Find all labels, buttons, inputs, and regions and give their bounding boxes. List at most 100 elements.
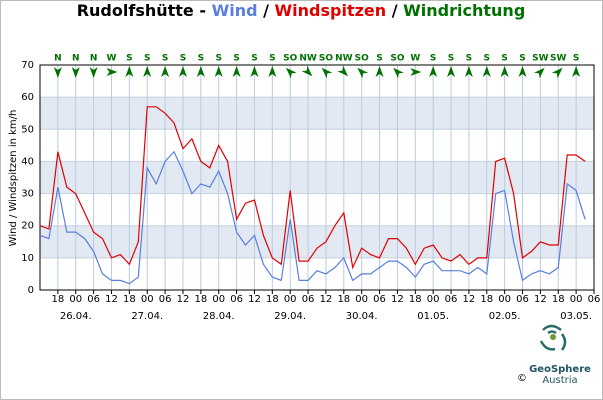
direction-arrow: [464, 66, 473, 77]
direction-label: S: [448, 54, 454, 64]
direction-label: S: [501, 54, 507, 64]
direction-label: W: [410, 54, 420, 64]
x-tick-label: 06: [445, 294, 458, 305]
direction-arrow: [268, 66, 277, 77]
direction-arrow: [375, 66, 384, 77]
x-tick-label: 00: [570, 294, 583, 305]
x-tick-label: 06: [230, 294, 243, 305]
direction-label: S: [466, 54, 472, 64]
x-tick-label: 18: [123, 294, 136, 305]
direction-label: S: [269, 54, 275, 64]
band: [40, 161, 594, 194]
direction-label: S: [144, 54, 150, 64]
x-tick-label: 12: [177, 294, 190, 305]
direction-arrow: [196, 66, 205, 77]
band: [40, 97, 594, 130]
direction-arrow: [214, 66, 223, 77]
title-part: Windrichtung: [403, 1, 525, 20]
direction-label: S: [162, 54, 168, 64]
direction-arrow: [71, 67, 80, 78]
x-tick-label: 18: [480, 294, 493, 305]
direction-arrow: [429, 66, 438, 77]
x-tick-label: 00: [141, 294, 154, 305]
direction-arrow: [143, 66, 152, 77]
direction-label: NW: [335, 54, 353, 64]
direction-label: SW: [532, 54, 548, 64]
x-tick-label: 12: [105, 294, 118, 305]
direction-arrow: [232, 66, 241, 77]
direction-label: S: [484, 54, 490, 64]
direction-label: S: [198, 54, 204, 64]
direction-arrow: [572, 66, 581, 77]
direction-label: S: [519, 54, 525, 64]
direction-label: NW: [299, 54, 317, 64]
logo-sub: Austria: [542, 375, 577, 386]
title-part: Windspitzen: [275, 1, 387, 20]
direction-label: N: [72, 54, 80, 64]
date-label: 27.04.: [131, 311, 163, 322]
x-tick-label: 18: [194, 294, 207, 305]
direction-arrow: [89, 67, 98, 78]
logo: GeoSphere Austria ©: [517, 324, 591, 386]
date-label: 03.05.: [560, 311, 592, 322]
date-label: 01.05.: [417, 311, 449, 322]
x-tick-label: 00: [355, 294, 368, 305]
x-tick-label: 18: [337, 294, 350, 305]
logo-dot: [550, 334, 556, 340]
direction-arrow: [551, 67, 563, 79]
logo-name: GeoSphere: [529, 364, 591, 375]
x-tick-label: 18: [266, 294, 279, 305]
title-part: /: [386, 1, 403, 20]
direction-label: N: [54, 54, 62, 64]
chart-title: Rudolfshütte - Wind / Windspitzen / Wind…: [77, 1, 526, 20]
direction-arrow: [161, 66, 170, 77]
x-tick-label: 12: [248, 294, 261, 305]
date-label: 02.05.: [489, 311, 521, 322]
direction-label: S: [215, 54, 221, 64]
direction-arrow: [393, 67, 404, 79]
direction-label: SO: [283, 54, 297, 64]
x-tick-label: 00: [427, 294, 440, 305]
x-tick-label: 18: [409, 294, 422, 305]
x-tick-label: 12: [391, 294, 404, 305]
date-label: 30.04.: [346, 311, 378, 322]
y-tick-label: 20: [21, 221, 34, 232]
y-tick-label: 60: [21, 92, 34, 103]
direction-label: SW: [550, 54, 566, 64]
direction-arrow: [301, 65, 313, 77]
x-tick-label: 12: [320, 294, 333, 305]
direction-arrow: [447, 66, 456, 77]
direction-arrow: [285, 67, 297, 79]
direction-arrow: [337, 65, 349, 77]
date-label: 29.04.: [274, 311, 306, 322]
title-part: Wind: [212, 1, 258, 20]
x-tick-label: 06: [302, 294, 315, 305]
y-tick-label: 0: [28, 285, 34, 296]
direction-label: S: [251, 54, 257, 64]
direction-label: S: [126, 54, 132, 64]
direction-arrow: [53, 67, 62, 78]
y-axis-label: Wind / Windspitzen in km/h: [8, 110, 19, 247]
direction-label: W: [107, 54, 117, 64]
x-tick-label: 06: [373, 294, 386, 305]
x-tick-label: 06: [588, 294, 601, 305]
x-tick-label: 00: [69, 294, 82, 305]
date-label: 26.04.: [60, 311, 92, 322]
direction-arrow: [125, 66, 134, 77]
x-tick-label: 12: [463, 294, 476, 305]
direction-arrow: [500, 66, 509, 77]
direction-label: S: [573, 54, 579, 64]
x-tick-label: 18: [52, 294, 65, 305]
direction-arrow: [482, 66, 491, 77]
direction-label: SO: [355, 54, 369, 64]
plot-border: [39, 64, 595, 291]
direction-label: SO: [319, 54, 333, 64]
direction-arrow: [321, 67, 333, 79]
logo-icon: [539, 324, 567, 351]
x-tick-label: 00: [284, 294, 297, 305]
direction-arrow: [518, 66, 527, 77]
direction-arrow: [357, 67, 369, 79]
x-tick-label: 12: [534, 294, 547, 305]
x-tick-label: 00: [498, 294, 511, 305]
